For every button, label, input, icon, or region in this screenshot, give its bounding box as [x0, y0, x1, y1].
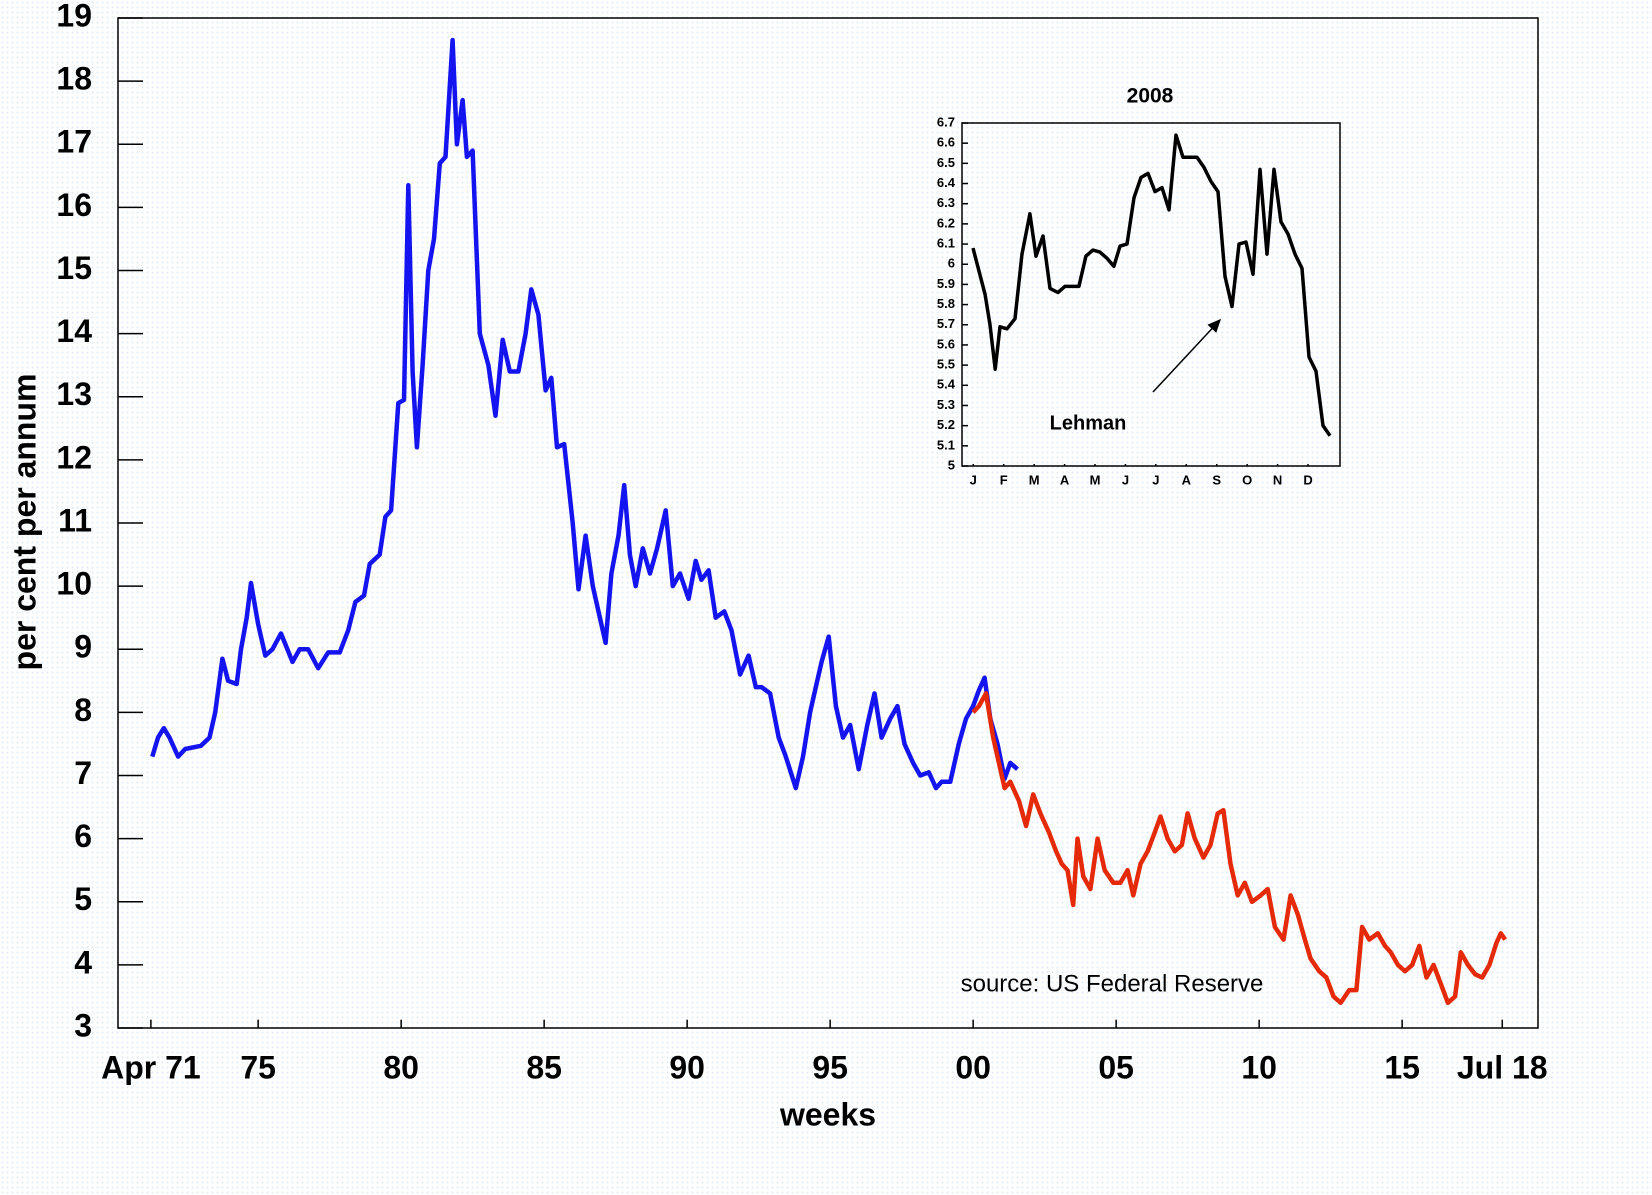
y-tick-label: 6.4	[937, 175, 956, 190]
x-tick-label: 15	[1384, 1049, 1420, 1085]
x-tick-label: S	[1212, 472, 1221, 487]
y-tick-label: 6.2	[937, 215, 955, 230]
annotation-arrow	[1152, 318, 1222, 393]
y-tick-label: 13	[56, 376, 92, 412]
y-tick-label: 5.3	[937, 397, 955, 412]
x-tick-label: 05	[1098, 1049, 1134, 1085]
data-line	[971, 133, 1332, 437]
x-tick-label: J	[1152, 472, 1159, 487]
y-tick-label: 9	[74, 629, 92, 665]
y-tick-label: 6.7	[937, 114, 955, 129]
x-tick-label: J	[1122, 472, 1129, 487]
y-tick-label: 12	[56, 439, 92, 475]
x-tick-label: 00	[955, 1049, 991, 1085]
data-line	[971, 691, 1507, 1006]
y-tick-label: 5.6	[937, 336, 955, 351]
x-tick-label: 75	[240, 1049, 276, 1085]
plot-frame	[117, 17, 1539, 1029]
x-tick-label: M	[1090, 472, 1101, 487]
y-tick-label: 8	[74, 692, 92, 728]
x-tick-label: Jul 18	[1457, 1049, 1548, 1085]
x-tick-label: J	[970, 472, 977, 487]
x-tick-label: 95	[812, 1049, 848, 1085]
y-tick-label: 6.3	[937, 195, 955, 210]
x-tick-label: 90	[669, 1049, 705, 1085]
y-tick-label: 5.4	[937, 377, 956, 392]
y-tick-label: 16	[56, 187, 92, 223]
y-tick-label: 5.7	[937, 316, 955, 331]
x-tick-label: 10	[1241, 1049, 1277, 1085]
y-tick-label: 4	[74, 944, 92, 980]
x-axis-label: weeks	[779, 1096, 876, 1132]
x-tick-label: M	[1029, 472, 1040, 487]
y-tick-label: 5.2	[937, 417, 955, 432]
y-tick-label: 6.6	[937, 135, 955, 150]
source-note: source: US Federal Reserve	[961, 970, 1264, 997]
y-tick-label: 5.8	[937, 296, 955, 311]
y-tick-label: 11	[58, 502, 92, 538]
x-tick-label: 80	[383, 1049, 419, 1085]
x-tick-label: 85	[526, 1049, 562, 1085]
x-tick-label: A	[1182, 472, 1192, 487]
y-tick-label: 10	[56, 566, 92, 602]
data-line	[150, 37, 1019, 791]
y-tick-label: 19	[56, 0, 92, 33]
y-tick-label: 5.9	[937, 276, 955, 291]
x-tick-label: O	[1242, 472, 1252, 487]
y-tick-label: 17	[56, 124, 92, 160]
y-tick-label: 6.5	[937, 155, 955, 170]
y-tick-label: 5.5	[937, 357, 955, 372]
inset-frame	[961, 122, 1341, 467]
y-tick-label: 6	[948, 256, 955, 271]
x-tick-label: D	[1303, 472, 1312, 487]
x-tick-label: N	[1273, 472, 1282, 487]
x-tick-label: A	[1060, 472, 1070, 487]
y-tick-label: 5.1	[937, 437, 955, 452]
y-tick-label: 14	[56, 313, 92, 349]
x-tick-label: F	[1000, 472, 1008, 487]
y-tick-label: 18	[56, 61, 92, 97]
y-tick-label: 3	[74, 1007, 92, 1043]
inset-title: 2008	[1127, 85, 1174, 108]
y-tick-label: 6	[74, 818, 92, 854]
x-tick-label: Apr 71	[101, 1049, 201, 1085]
y-tick-label: 6.1	[937, 235, 955, 250]
y-tick-label: 7	[74, 755, 92, 791]
y-tick-label: 15	[56, 250, 92, 286]
y-tick-label: 5	[74, 881, 92, 917]
y-tick-label: 5	[948, 457, 955, 472]
y-axis-label: per cent per annum	[6, 374, 42, 671]
inset-annotation: Lehman	[1050, 412, 1127, 434]
